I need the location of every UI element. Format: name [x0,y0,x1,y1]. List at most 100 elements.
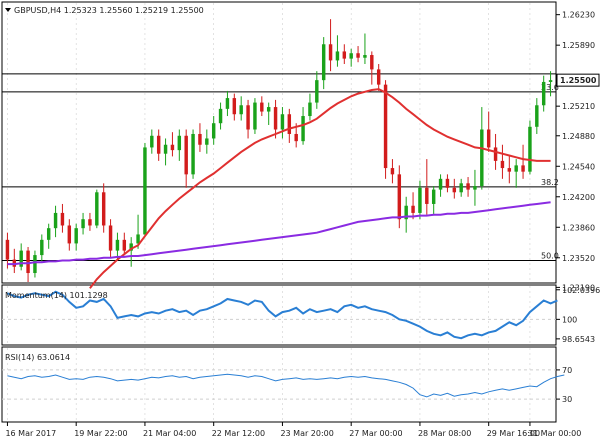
candle-bull [81,219,85,229]
candle-bear [108,225,113,251]
momentum-grid [2,286,556,344]
time-tick-label: 27 Mar 00:00 [349,429,402,438]
candle-bull [150,135,154,148]
price-tick-label: 1.23190 [562,283,595,292]
price-tick-label: 1.24540 [562,162,595,171]
momentum-title: Momentum(14) 101.1298 [5,291,108,300]
time-tick-label: 23 Mar 20:00 [280,429,333,438]
candle-bull [211,123,216,139]
rsi-axis: 70 30 [556,366,572,404]
candle-bear [486,129,491,148]
candle-bear [328,44,333,61]
candle-bear [500,160,505,169]
candle-bull [321,44,326,81]
candle-bull [40,239,44,256]
candle-bear [466,183,470,190]
rsi-title: RSI(14) 63.0614 [5,353,70,362]
candle-bear [507,168,512,172]
candle-bull [459,183,463,193]
current-price-box [556,73,600,87]
fib-level-label: 50.0 [541,251,559,260]
candle-bull [19,250,23,267]
momentum-line [7,290,558,340]
candle-bull [528,126,532,172]
candle-bull [431,189,436,204]
price-tick-label: 1.23860 [562,223,595,232]
candle-bear [101,192,106,226]
candle-bull [95,192,99,226]
candle-bear [198,133,202,145]
rsi-grid [2,348,556,421]
price-panel-frame [1,1,557,284]
candle-bear [376,69,381,85]
candle-bull [315,80,319,103]
candle-bear [452,187,457,193]
candle-bear [411,205,415,213]
candle-bull [46,228,51,240]
candle-bear [425,187,429,204]
time-axis: 16 Mar 2017 19 Mar 22:00 21 Mar 04:00 22 Ma… [5,422,581,438]
candle-bull [335,51,340,61]
momentum-tick-label: 98.6543 [562,335,595,344]
candle-bear [356,53,360,58]
candle-bull [136,234,140,244]
candle-bull [115,239,120,251]
current-price-label: 1.25500 [560,76,597,85]
price-tick-label: 1.23520 [562,254,595,263]
candle-bear [184,135,188,175]
candle-bull [473,186,477,190]
candle-bear [5,239,10,260]
candle-bear [170,144,175,151]
candle-bear [294,133,298,142]
fib-level-label: 38.2 [541,178,559,187]
candle-bull [308,102,312,117]
price-chart-title: GBPUSD,H4 1.25323 1.25560 1.25219 1.2550… [14,6,204,15]
candle-bull [280,114,285,130]
time-tick-label: 29 Mar 16:00 [487,429,540,438]
candle-bear [260,102,264,112]
candlesticks [5,19,553,282]
candle-bull [191,133,195,175]
candle-bull [205,138,209,145]
time-tick-label: 21 Mar 04:00 [143,429,196,438]
momentum-tick-label: 102.0396 [562,286,600,295]
time-tick-label: 19 Mar 22:00 [74,429,127,438]
candle-bull [143,147,147,235]
time-tick-label: 22 Mar 12:00 [212,429,265,438]
candle-bull [349,53,353,59]
candle-bull [33,255,37,274]
candle-bull [74,228,78,244]
candle-bull [418,187,422,213]
candle-bear [88,219,92,226]
candle-bear [287,114,292,134]
candle-bull [301,116,305,142]
time-tick-label: 28 Mar 08:00 [418,429,471,438]
momentum-panel-frame [1,284,557,346]
candle-bull [438,178,443,190]
fibonacci-levels: 23.6 38.2 50.0 [2,73,559,261]
candle-bear [445,178,450,188]
candle-bull [253,102,257,130]
price-tick-label: 1.26230 [562,11,595,20]
candle-bear [397,174,402,220]
candle-bear [390,168,395,175]
candle-bull [514,165,518,172]
candle-bear [370,55,374,70]
momentum-tick-label: 100 [562,315,577,324]
candle-bull [163,144,168,154]
collapse-triangle-icon[interactable] [5,8,11,12]
price-axis: 1.26230 1.25890 1.25210 1.24880 1.24540 1.242… [556,11,600,292]
candle-bear [156,135,161,154]
time-tick-label: 31 Mar 00:00 [528,429,581,438]
candle-bull [480,129,484,187]
candle-bear [521,165,525,172]
candle-bull [218,108,223,124]
rsi-line [7,373,565,398]
candle-bull [177,135,182,151]
candle-bull [239,105,243,115]
candle-bear [232,98,237,115]
candle-bear [60,212,65,226]
price-tick-label: 1.24200 [562,193,595,202]
candle-bear [122,239,127,251]
